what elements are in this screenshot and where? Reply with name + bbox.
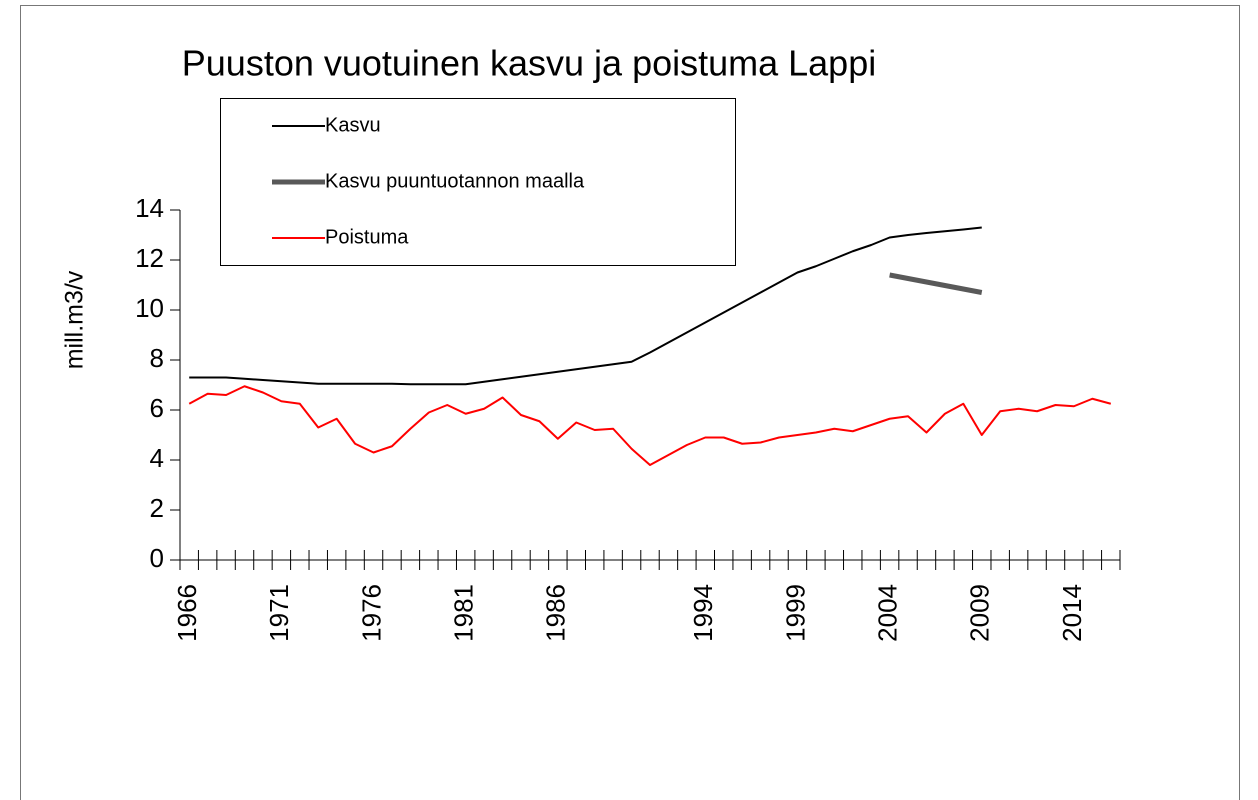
frame [20,5,1240,800]
y-tick-label: 6 [150,393,164,423]
legend-label: Kasvu [325,114,381,136]
series-line [188,385,1112,466]
chart-title: Puuston vuotuinen kasvu ja poistuma Lapp… [182,43,876,84]
x-tick-label: 1999 [780,584,810,642]
series-line [189,226,982,386]
series-line [889,272,983,295]
y-tick-label: 8 [150,343,164,373]
y-tick-label: 0 [150,543,164,573]
x-tick-label: 1971 [264,584,294,642]
y-axis-label: mill.m3/v [61,270,89,369]
legend-label: Kasvu puuntuotannon maalla [325,170,585,192]
x-tick-label: 1986 [541,584,571,642]
legend-label: Poistuma [325,226,409,248]
x-tick-label: 2009 [965,584,995,642]
x-tick-label: 1994 [688,584,718,642]
y-tick-label: 2 [150,493,164,523]
x-tick-label: 2004 [872,584,902,642]
x-tick-label: 1981 [449,584,479,642]
x-tick-label: 1976 [356,584,386,642]
y-tick-label: 14 [135,193,164,223]
x-tick-label: 2014 [1057,584,1087,642]
x-tick-label: 1966 [172,584,202,642]
y-tick-label: 4 [150,443,164,473]
y-tick-label: 10 [135,293,164,323]
y-tick-label: 12 [135,243,164,273]
